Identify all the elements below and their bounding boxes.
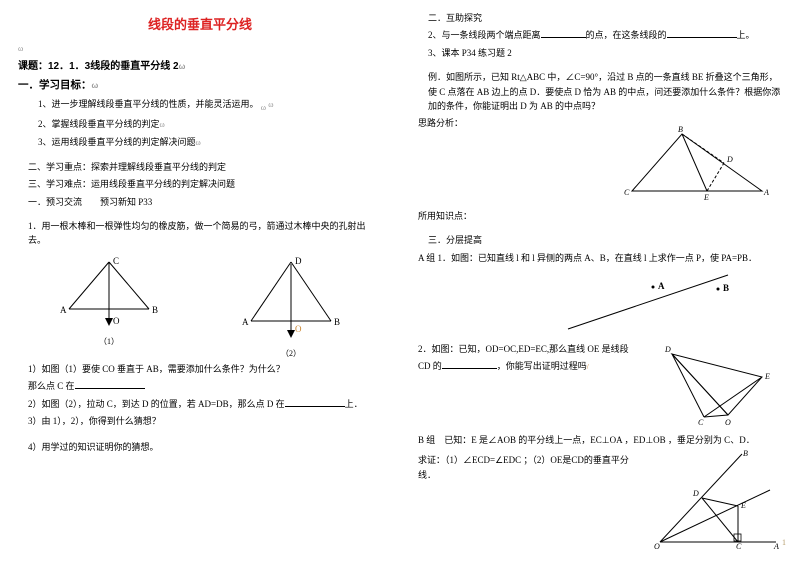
omega-mark: ω bbox=[18, 43, 382, 56]
r-head: 二．互助探究 bbox=[418, 11, 782, 25]
document-title: 线段的垂直平分线 bbox=[18, 14, 382, 33]
question-1b: 那么点 C 在 bbox=[18, 379, 382, 393]
goal-2: 2、掌握线段垂直平分线的判定ω bbox=[18, 117, 382, 132]
svg-text:B: B bbox=[152, 305, 158, 315]
preview-1: 1．用一根木棒和一根弹性均匀的橡皮筋，做一个简易的弓，箭通过木棒中央的孔射出去。 bbox=[18, 219, 382, 248]
svg-text:D: D bbox=[664, 345, 671, 354]
angle-bisector-figure: O C A B D E bbox=[652, 450, 782, 552]
topic-line: 课题：12．1．3线段的垂直平分线 2ω bbox=[18, 59, 382, 75]
question-2: 2）如图（2），拉动 C，到达 D 的位置，若 AD=DB，那么点 D 在上． bbox=[18, 397, 382, 411]
svg-text:B: B bbox=[743, 450, 748, 458]
point-b-label: B bbox=[723, 283, 729, 293]
group-a-2a: 2．如图：已知，OD=OC,ED=EC,那么直线 OE 是线段 bbox=[418, 342, 662, 356]
svg-text:D: D bbox=[692, 489, 699, 498]
svg-text:D: D bbox=[726, 155, 733, 164]
svg-text:D: D bbox=[295, 256, 302, 266]
group-b-2: 求证：（1）∠ECD=∠EDC ；（2）OE是CD的垂直平分线． bbox=[418, 453, 652, 482]
svg-text:E: E bbox=[740, 501, 746, 510]
left-column: 线段的垂直平分线 ω 课题：12．1．3线段的垂直平分线 2ω 一．学习目标：ω… bbox=[0, 0, 400, 565]
right-column: 二．互助探究 2、与一条线段两个端点距离的点，在这条线段的上。 3、课本 P34… bbox=[400, 0, 800, 565]
svg-text:C: C bbox=[736, 542, 742, 550]
r-line3: 3、课本 P34 练习题 2 bbox=[418, 46, 782, 60]
point-a-label: A bbox=[658, 281, 665, 291]
group-b-row: 求证：（1）∠ECD=∠EDC ；（2）OE是CD的垂直平分线． O C A B… bbox=[418, 450, 782, 552]
layer-head: 三．分层提高 bbox=[418, 233, 782, 247]
key-point: 二、学习重点：探索并理解线段垂直平分线的判定 bbox=[18, 160, 382, 174]
difficulty: 三、学习难点：运用线段垂直平分线的判定解决问题 bbox=[18, 177, 382, 191]
svg-text:E: E bbox=[764, 372, 770, 381]
svg-text:A: A bbox=[242, 317, 249, 327]
r-line2: 2、与一条线段两个端点距离的点，在这条线段的上。 bbox=[418, 28, 782, 42]
used-knowledge: 所用知识点： bbox=[418, 209, 782, 223]
section-goals: 一．学习目标：ω bbox=[18, 77, 382, 94]
svg-text:A: A bbox=[763, 188, 769, 197]
figure-1: A B C O （1） bbox=[54, 254, 164, 359]
svg-text:C: C bbox=[698, 418, 704, 425]
svg-text:B: B bbox=[334, 317, 340, 327]
svg-text:A: A bbox=[773, 542, 779, 550]
figure-2: A B D O （2） bbox=[236, 254, 346, 359]
page-number: 1 bbox=[782, 538, 786, 547]
group-b-1: B 组 已知：E 是∠AOB 的平分线上一点，EC⊥OA ，ED⊥OB ，垂足分… bbox=[418, 433, 782, 447]
goal-3: 3、运用线段垂直平分线的判定解决问题ω bbox=[18, 135, 382, 150]
example: 例．如图所示，已知 Rt△ABC 中，∠C=90°，沿过 B 点的一条直线 BE… bbox=[418, 70, 782, 113]
svg-text:E: E bbox=[703, 193, 709, 202]
question-1: 1）如图（1）要使 CO 垂直于 AB，需要添加什么条件？为什么？ bbox=[18, 362, 382, 376]
odec-figure: O D C E bbox=[662, 339, 782, 427]
svg-text:O: O bbox=[654, 542, 660, 550]
svg-text:O: O bbox=[725, 418, 731, 425]
group-a-2-row: 2．如图：已知，OD=OC,ED=EC,那么直线 OE 是线段 CD 的，你能写… bbox=[418, 339, 782, 427]
svg-text:O: O bbox=[295, 324, 302, 334]
svg-text:C: C bbox=[113, 256, 119, 266]
svg-text:A: A bbox=[60, 305, 67, 315]
svg-text:C: C bbox=[624, 188, 630, 197]
preview-head: 一．预习交流 预习新知 P33 bbox=[18, 195, 382, 209]
fig1-caption: （1） bbox=[54, 336, 164, 347]
fold-figure: B C A E D bbox=[418, 126, 772, 206]
group-a-2b: CD 的，你能写出证明过程吗/ bbox=[418, 359, 662, 373]
figure-row: A B C O （1） A B D O （2） bbox=[18, 254, 382, 359]
question-4: 4）用学过的知识证明你的猜想。 bbox=[18, 440, 382, 454]
fig2-caption: （2） bbox=[236, 348, 346, 359]
question-3: 3）由 1），2），你得到什么猜想？ bbox=[18, 414, 382, 428]
goal-1: 1、进一步理解线段垂直平分线的性质，并能灵活运用。 ω ω bbox=[18, 97, 382, 115]
group-a-1: A 组 1．如图：已知直线 l 和 l 异侧的两点 A、B，在直线 l 上求作一… bbox=[418, 251, 782, 265]
svg-text:B: B bbox=[678, 126, 683, 134]
svg-text:O: O bbox=[113, 316, 120, 326]
line-points-figure: A B bbox=[558, 269, 782, 335]
